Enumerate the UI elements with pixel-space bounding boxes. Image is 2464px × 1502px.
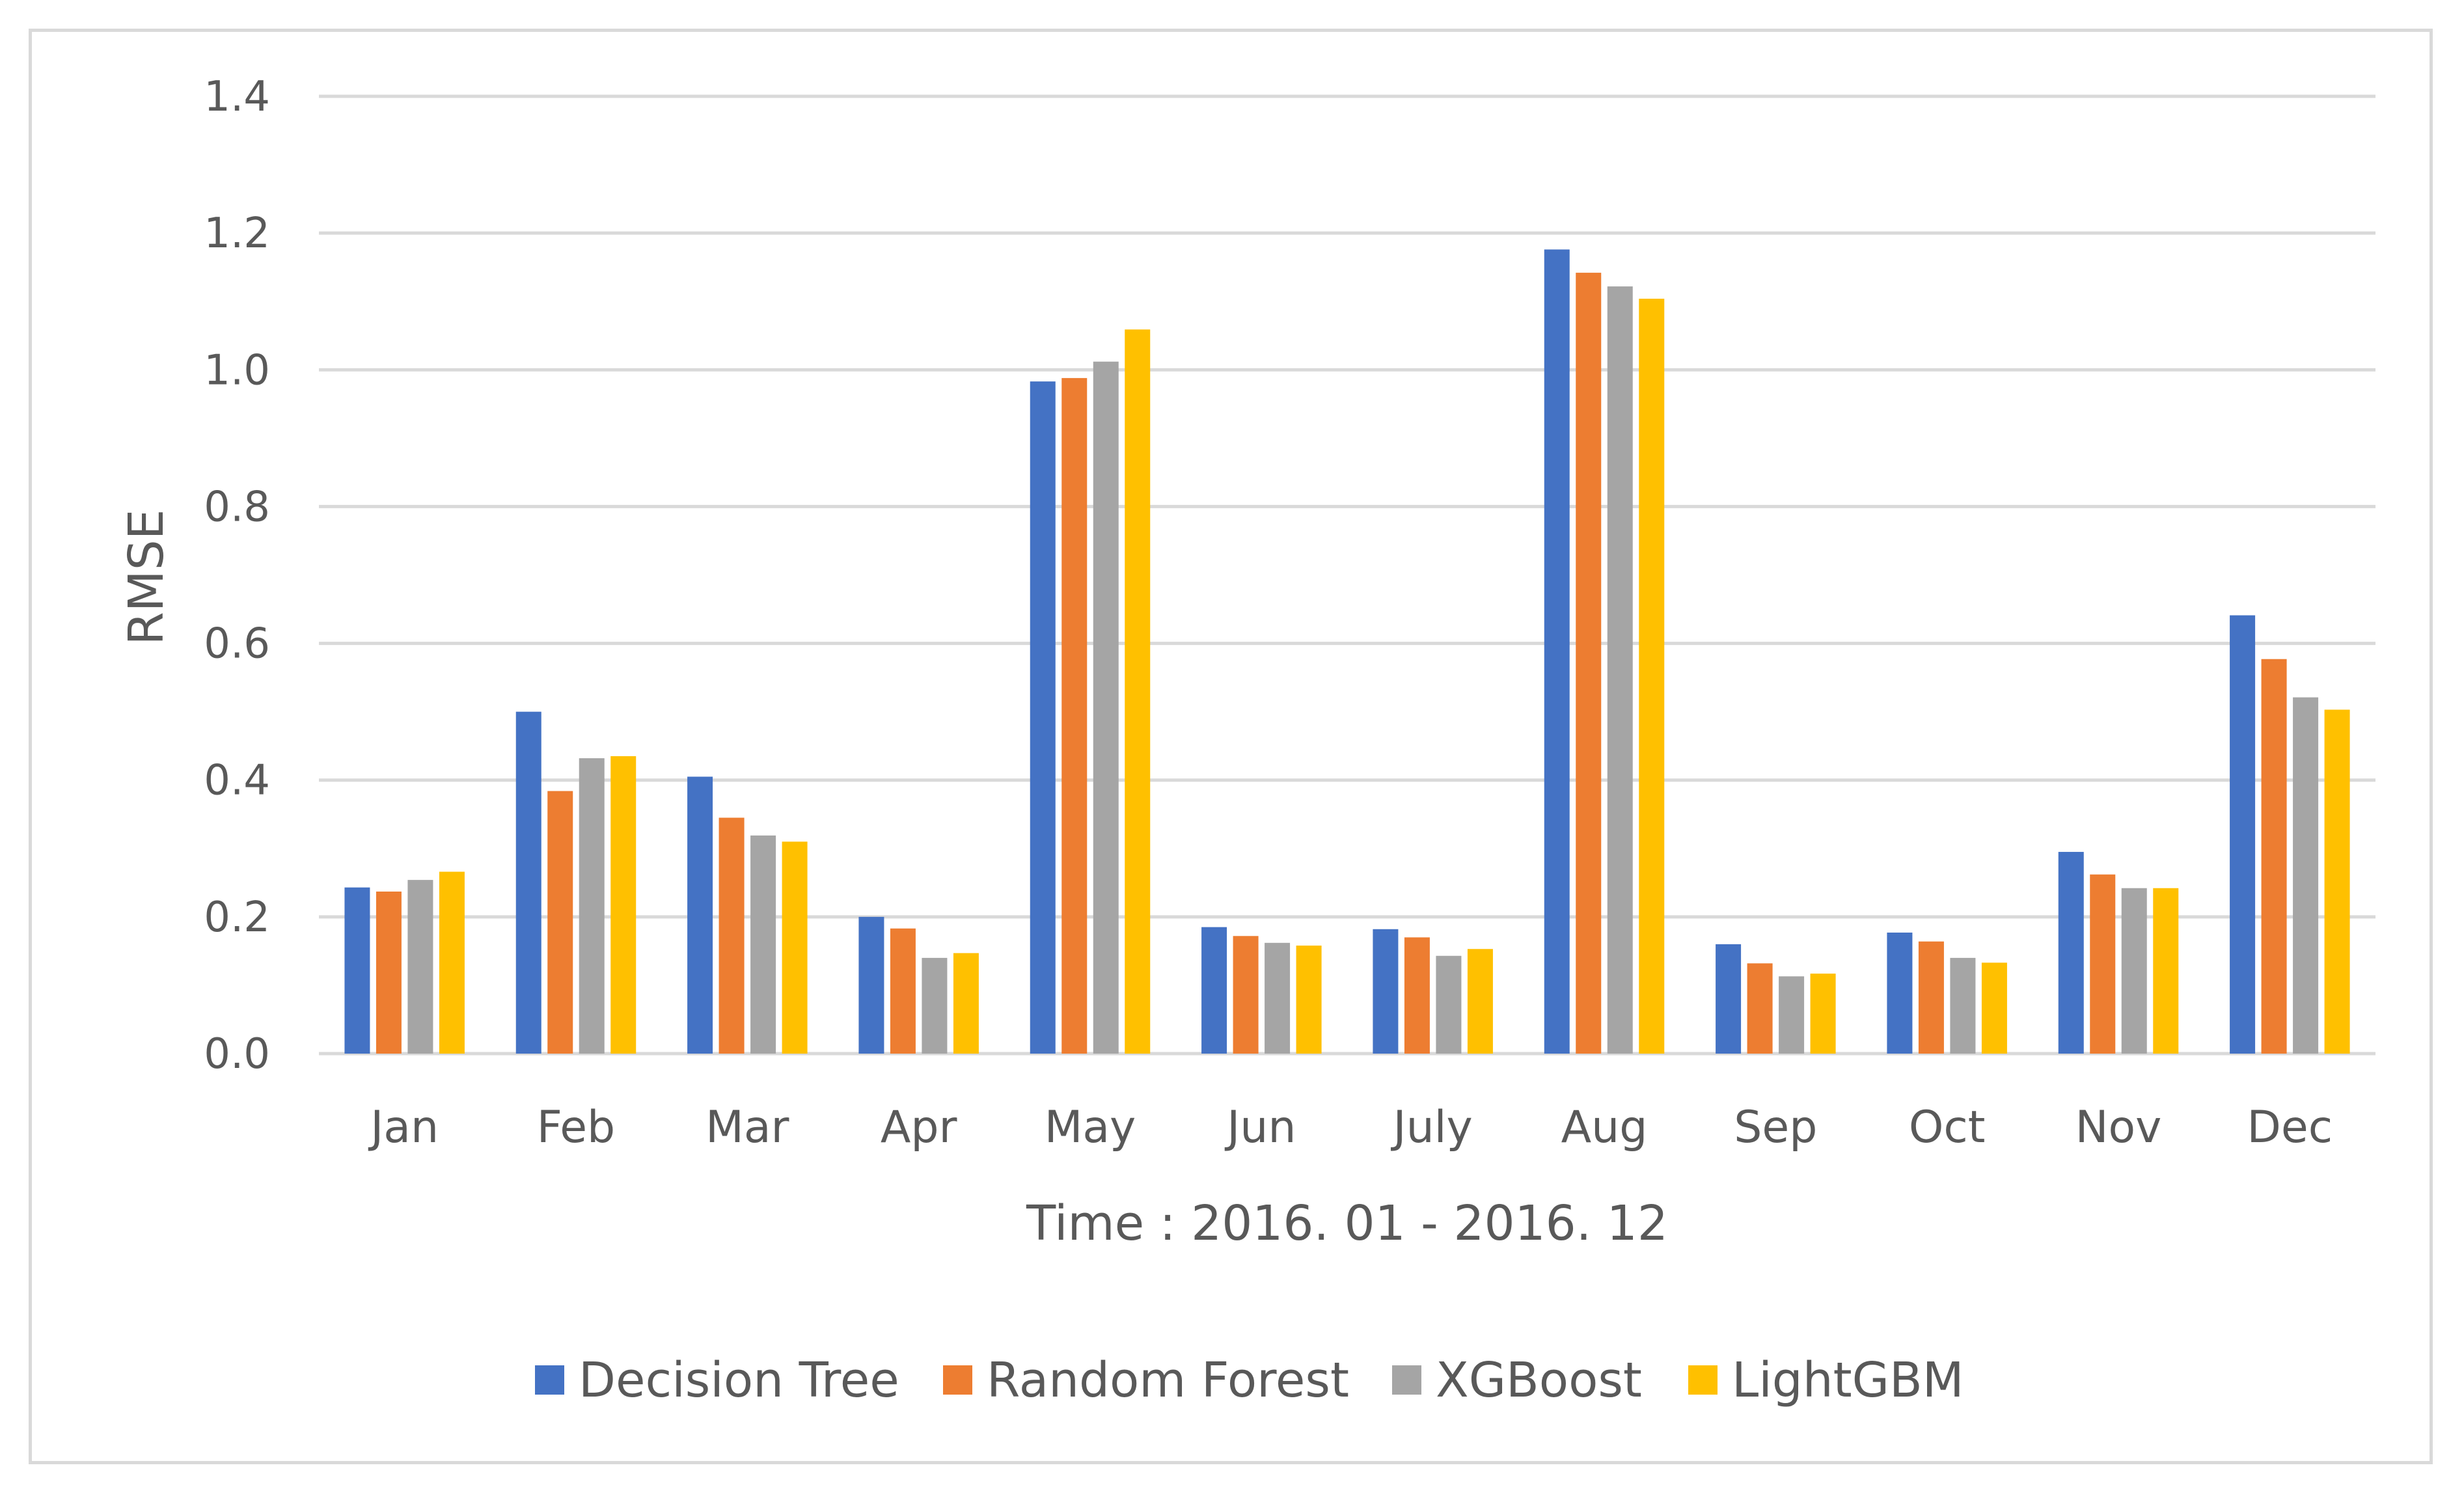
bar-random-forest-july — [1404, 937, 1430, 1054]
bar-decision-tree-mar — [687, 776, 713, 1054]
bar-lightgbm-july — [1467, 949, 1493, 1054]
legend-swatch-lightgbm — [1688, 1365, 1718, 1395]
x-tick-label: July — [1391, 1102, 1473, 1153]
bar-decision-tree-july — [1373, 929, 1399, 1054]
bar-random-forest-feb — [547, 791, 573, 1054]
bar-random-forest-may — [1061, 377, 1088, 1054]
y-tick-label: 0.4 — [204, 757, 270, 805]
bar-decision-tree-apr — [858, 916, 884, 1054]
bar-xgboost-apr — [922, 957, 948, 1054]
bar-random-forest-aug — [1576, 273, 1602, 1054]
x-tick-label: Dec — [2247, 1102, 2333, 1153]
bar-random-forest-oct — [1918, 941, 1944, 1054]
x-tick-label: Jan — [368, 1102, 439, 1153]
x-tick-label: May — [1045, 1102, 1136, 1153]
y-tick-label: 1.4 — [204, 73, 270, 121]
y-tick-label: 0.6 — [204, 620, 270, 668]
legend-swatch-random-forest — [943, 1365, 972, 1395]
y-tick-label: 0.2 — [204, 894, 270, 942]
bar-lightgbm-feb — [610, 756, 637, 1054]
bar-decision-tree-oct — [1887, 933, 1913, 1054]
bar-lightgbm-may — [1125, 329, 1151, 1054]
bar-lightgbm-nov — [2153, 888, 2179, 1054]
bar-xgboost-oct — [1950, 957, 1976, 1054]
bar-lightgbm-jun — [1296, 945, 1322, 1054]
legend-label: Random Forest — [987, 1352, 1349, 1408]
bar-random-forest-jan — [376, 891, 402, 1054]
bar-random-forest-jun — [1233, 936, 1259, 1054]
bar-decision-tree-dec — [2230, 615, 2256, 1054]
y-tick-label: 0.0 — [204, 1030, 270, 1078]
bar-decision-tree-aug — [1544, 249, 1570, 1054]
bar-xgboost-july — [1436, 955, 1462, 1054]
bar-decision-tree-jun — [1201, 927, 1227, 1054]
bar-lightgbm-aug — [1639, 299, 1665, 1054]
bar-lightgbm-apr — [953, 953, 979, 1054]
bar-xgboost-sep — [1779, 976, 1805, 1054]
bar-random-forest-apr — [890, 928, 916, 1054]
bars — [344, 249, 2350, 1054]
x-tick-label: Sep — [1734, 1102, 1817, 1153]
x-axis-title: Time : 2016. 01 - 2016. 12 — [1026, 1195, 1668, 1251]
bar-random-forest-nov — [2090, 874, 2116, 1054]
bar-xgboost-nov — [2121, 888, 2147, 1054]
bar-xgboost-jun — [1265, 942, 1291, 1054]
y-axis-ticks: 0.0 0.2 0.4 0.6 0.8 1.0 1.2 1.4 — [204, 73, 270, 1078]
bar-xgboost-feb — [579, 758, 605, 1054]
bar-decision-tree-sep — [1716, 944, 1742, 1054]
bar-lightgbm-sep — [1810, 974, 1836, 1054]
y-tick-label: 1.0 — [204, 346, 270, 394]
bar-decision-tree-may — [1030, 381, 1056, 1054]
x-tick-label: Feb — [537, 1102, 615, 1153]
x-tick-label: Apr — [881, 1102, 957, 1153]
chart-frame — [29, 29, 2433, 1464]
bar-random-forest-sep — [1747, 963, 1773, 1054]
x-tick-label: Oct — [1909, 1102, 1986, 1153]
legend-swatch-decision-tree — [535, 1365, 564, 1395]
y-tick-label: 0.8 — [204, 483, 270, 531]
bar-lightgbm-jan — [439, 871, 465, 1054]
bar-decision-tree-nov — [2058, 852, 2084, 1054]
bar-decision-tree-jan — [344, 887, 370, 1054]
bar-xgboost-aug — [1607, 286, 1633, 1054]
legend-swatch-xgboost — [1392, 1365, 1421, 1395]
gridlines — [319, 94, 2375, 1056]
legend: Decision Tree Random Forest XGBoost LightGB… — [535, 1352, 1964, 1408]
legend-label: LightGBM — [1732, 1352, 1964, 1408]
bar-lightgbm-oct — [1981, 963, 2007, 1054]
bar-lightgbm-mar — [782, 841, 808, 1054]
y-tick-label: 1.2 — [204, 210, 270, 258]
x-axis-ticks: Jan Feb Mar Apr May Jun July Aug Sep Oct Nov Dec — [368, 1102, 2333, 1153]
x-tick-label: Aug — [1561, 1102, 1648, 1153]
bar-decision-tree-feb — [515, 711, 541, 1054]
bar-lightgbm-dec — [2324, 709, 2350, 1054]
x-tick-label: Jun — [1224, 1102, 1296, 1153]
legend-label: Decision Tree — [579, 1352, 899, 1408]
y-axis-title: RMSE — [118, 510, 174, 646]
bar-xgboost-dec — [2293, 697, 2319, 1054]
x-tick-label: Nov — [2075, 1102, 2162, 1153]
bar-random-forest-mar — [719, 817, 745, 1054]
x-tick-label: Mar — [705, 1102, 789, 1153]
bar-xgboost-mar — [750, 835, 776, 1054]
bar-random-forest-dec — [2261, 659, 2287, 1054]
bar-xgboost-jan — [407, 880, 433, 1054]
legend-label: XGBoost — [1436, 1352, 1642, 1408]
bar-xgboost-may — [1093, 361, 1119, 1054]
